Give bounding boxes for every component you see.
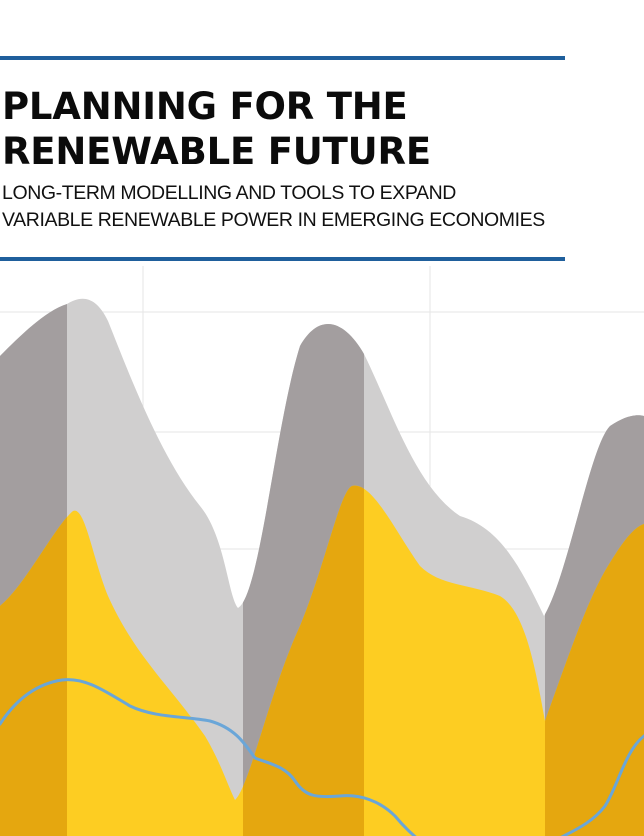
yellow-band-left	[0, 517, 67, 836]
top-rule	[0, 56, 565, 60]
bottom-rule	[0, 257, 565, 261]
yellow-band-middle	[243, 485, 364, 836]
load-curve-illustration	[0, 266, 644, 836]
subtitle-line-2: VARIABLE RENEWABLE POWER IN EMERGING ECO…	[2, 209, 545, 231]
title-line-1: PLANNING FOR THE	[2, 85, 408, 128]
subtitle-line-1: LONG-TERM MODELLING AND TOOLS TO EXPAND	[2, 182, 456, 204]
blue-line	[0, 678, 644, 836]
yellow-band-right	[545, 524, 644, 836]
title-line-2: RENEWABLE FUTURE	[2, 130, 431, 173]
